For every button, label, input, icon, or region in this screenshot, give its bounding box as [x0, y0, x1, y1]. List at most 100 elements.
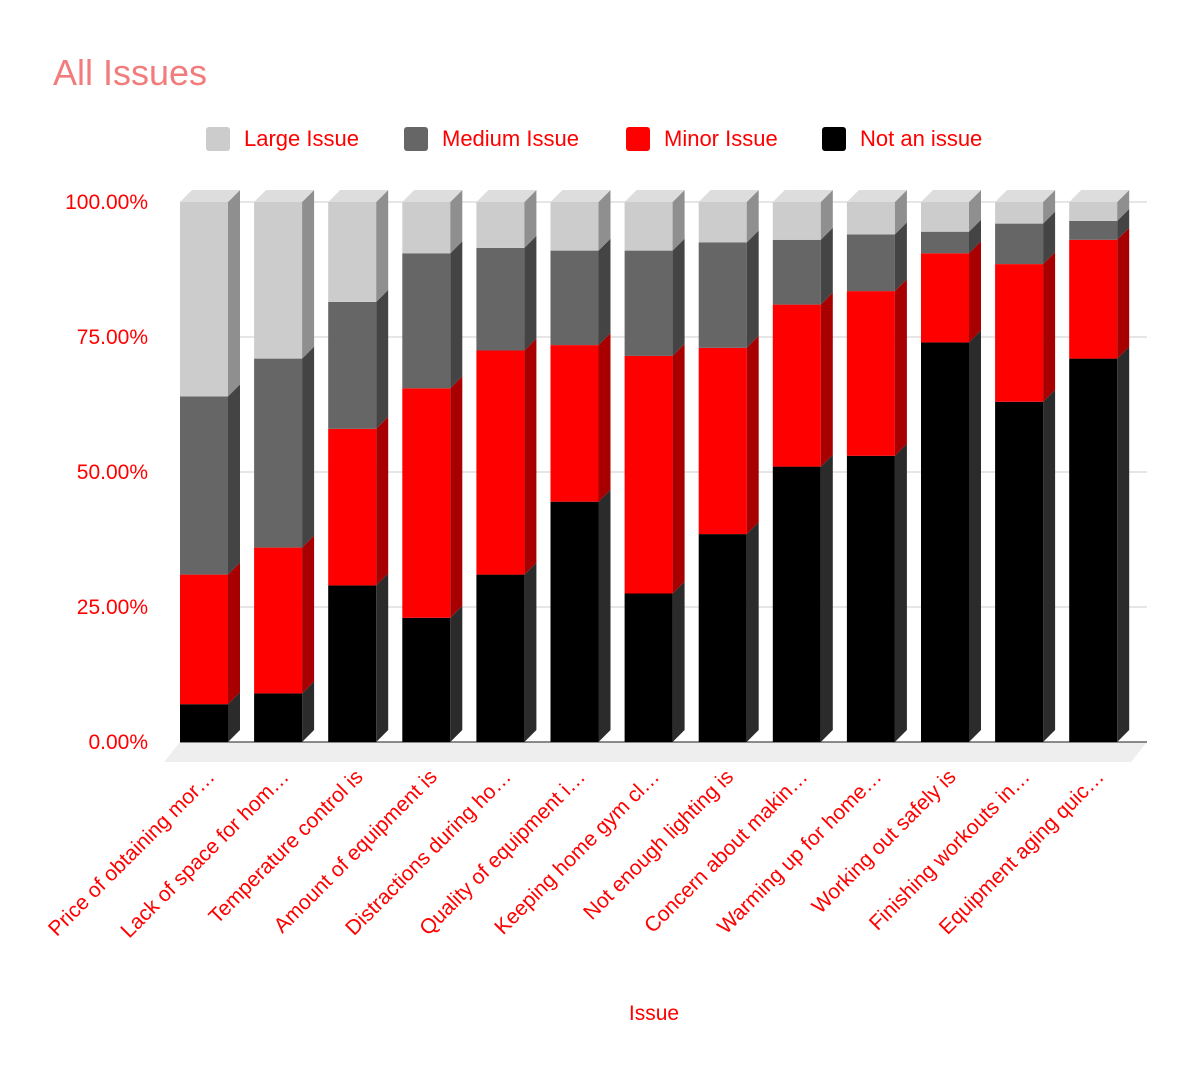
y-tick-label: 0.00%: [88, 731, 148, 754]
legend-item-medium-issue[interactable]: Medium Issue: [404, 126, 579, 152]
bar-segment-not-an-issue[interactable]: [846, 455, 895, 742]
bar-side-minor-issue: [969, 241, 981, 343]
bar-segment-large-issue[interactable]: [476, 202, 525, 248]
bar-side-large-issue: [598, 190, 611, 251]
bar-segment-not-an-issue[interactable]: [921, 342, 969, 742]
bar-top: [402, 190, 463, 202]
bar-segment-large-issue[interactable]: [772, 202, 821, 240]
bar-segment-medium-issue[interactable]: [698, 242, 747, 348]
bar-segment-not-an-issue[interactable]: [254, 693, 303, 742]
bar-segment-minor-issue[interactable]: [402, 388, 451, 618]
bar-segment-not-an-issue[interactable]: [624, 593, 673, 743]
bar-segment-large-issue[interactable]: [921, 202, 969, 232]
bar-segment-not-an-issue[interactable]: [402, 617, 451, 742]
bar-segment-medium-issue[interactable]: [995, 223, 1044, 265]
bar-side-not-an-issue: [969, 330, 981, 742]
bar-segment-large-issue[interactable]: [698, 202, 747, 243]
bar-segment-minor-issue[interactable]: [550, 345, 599, 502]
bar-segment-minor-issue[interactable]: [1069, 239, 1118, 359]
bar-segment-medium-issue[interactable]: [624, 250, 673, 356]
bar-stack: [402, 190, 463, 742]
y-tick-label: 100.00%: [65, 191, 148, 214]
bar-top: [624, 190, 685, 202]
bar-side-medium-issue: [894, 222, 907, 292]
bar-top: [476, 190, 537, 202]
bar-segment-large-issue[interactable]: [846, 202, 895, 235]
bar-stack: [1069, 190, 1130, 742]
bar-segment-large-issue[interactable]: [180, 202, 228, 397]
bar-side-minor-issue: [450, 376, 463, 618]
legend-label-medium-issue: Medium Issue: [442, 126, 579, 151]
bar-stack: [846, 190, 907, 742]
bar-segment-large-issue[interactable]: [550, 202, 599, 251]
bar-segment-large-issue[interactable]: [254, 202, 303, 359]
bar-segment-not-an-issue[interactable]: [550, 501, 599, 742]
bar-side-medium-issue: [302, 346, 315, 548]
bar-segment-medium-issue[interactable]: [772, 239, 821, 305]
bar-stack: [698, 190, 759, 742]
bar-segment-not-an-issue[interactable]: [698, 534, 747, 742]
bar-segment-minor-issue[interactable]: [921, 253, 969, 343]
legend-swatch-large-issue: [206, 127, 230, 151]
bar-segment-minor-issue[interactable]: [995, 264, 1044, 402]
bar-side-large-issue: [524, 190, 537, 248]
legend-swatch-minor-issue: [626, 127, 650, 151]
legend-swatch-medium-issue: [404, 127, 428, 151]
bar-segment-minor-issue[interactable]: [254, 547, 303, 694]
bar-side-minor-issue: [1117, 227, 1130, 359]
bar-segment-medium-issue[interactable]: [1069, 220, 1118, 240]
bar-segment-not-an-issue[interactable]: [995, 401, 1044, 742]
bar-side-large-issue: [672, 190, 685, 251]
bar-segment-minor-issue[interactable]: [180, 574, 228, 705]
legend-item-minor-issue[interactable]: Minor Issue: [626, 126, 778, 152]
bar-segment-large-issue[interactable]: [624, 202, 673, 251]
bar-segment-not-an-issue[interactable]: [772, 466, 821, 742]
bar-segment-minor-issue[interactable]: [846, 291, 895, 456]
bar-top: [698, 190, 759, 202]
bar-side-not-an-issue: [524, 562, 537, 742]
bar-top: [995, 190, 1056, 202]
y-tick-label: 75.00%: [77, 326, 148, 349]
bar-segment-not-an-issue[interactable]: [180, 704, 228, 742]
bar-side-not-an-issue: [302, 681, 315, 742]
bar-segment-medium-issue[interactable]: [254, 358, 303, 548]
bar-segment-not-an-issue[interactable]: [476, 574, 525, 742]
bar-side-medium-issue: [1117, 208, 1130, 240]
bar-segment-medium-issue[interactable]: [846, 234, 895, 292]
legend-item-not-an-issue[interactable]: Not an issue: [822, 126, 982, 152]
bar-segment-large-issue[interactable]: [402, 202, 451, 254]
bar-segment-large-issue[interactable]: [1069, 202, 1118, 221]
bar-top: [550, 190, 611, 202]
bar-top: [772, 190, 833, 202]
bar-segment-minor-issue[interactable]: [624, 355, 673, 594]
chart-title: All Issues: [53, 52, 208, 93]
bar-segment-medium-issue[interactable]: [402, 253, 451, 389]
bar-segment-medium-issue[interactable]: [180, 396, 228, 575]
bar-segment-minor-issue[interactable]: [698, 347, 747, 535]
bar-stack: [254, 190, 315, 742]
bar-side-medium-issue: [969, 219, 981, 254]
bar-segment-medium-issue[interactable]: [921, 231, 969, 254]
bar-side-minor-issue: [894, 279, 907, 456]
bar-segment-large-issue[interactable]: [328, 202, 377, 302]
bar-side-large-issue: [894, 190, 907, 235]
bar-segment-minor-issue[interactable]: [328, 428, 377, 586]
legend-item-large-issue[interactable]: Large Issue: [206, 126, 359, 152]
bar-segment-minor-issue[interactable]: [476, 350, 525, 575]
bar-segment-medium-issue[interactable]: [550, 250, 599, 346]
bar-segment-not-an-issue[interactable]: [1069, 358, 1118, 742]
legend-swatch-not-an-issue: [822, 127, 846, 151]
bar-segment-medium-issue[interactable]: [476, 247, 525, 351]
bar-segment-minor-issue[interactable]: [772, 304, 821, 467]
bar-side-medium-issue: [228, 384, 240, 575]
bar-segment-large-issue[interactable]: [995, 202, 1044, 224]
x-tick-label: Working out safely is: [808, 765, 961, 918]
bar-side-large-issue: [450, 190, 463, 254]
bar-side-not-an-issue: [894, 443, 907, 742]
bar-segment-medium-issue[interactable]: [328, 301, 377, 429]
bar-side-medium-issue: [598, 238, 611, 346]
bar-top: [254, 190, 315, 202]
bar-side-large-issue: [1117, 190, 1130, 221]
bar-segment-not-an-issue[interactable]: [328, 585, 377, 742]
